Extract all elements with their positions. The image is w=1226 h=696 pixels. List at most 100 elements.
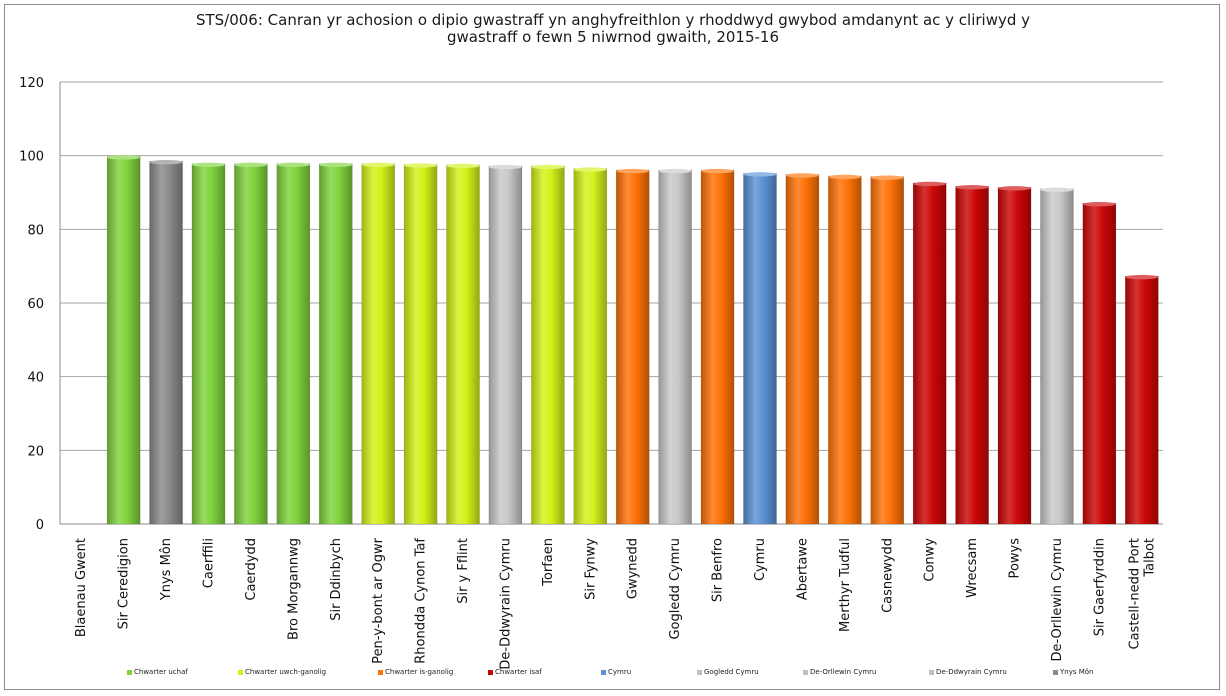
x-tick-label: Ynys Môn xyxy=(159,538,174,601)
y-tick-label: 20 xyxy=(27,444,44,459)
x-tick-label: Abertawe xyxy=(795,538,810,600)
x-tick-label: Cymru xyxy=(753,538,768,581)
y-tick-label: 80 xyxy=(27,223,44,238)
bar xyxy=(318,163,353,525)
bar xyxy=(488,165,523,525)
bar xyxy=(700,169,735,525)
chart-title: STS/006: Canran yr achosion o dipio gwas… xyxy=(0,12,1226,46)
x-tick-label: Wrecsam xyxy=(965,538,980,598)
bar-cap xyxy=(319,162,353,167)
bar xyxy=(955,185,989,525)
legend-swatch xyxy=(929,669,934,675)
y-tick-label: 40 xyxy=(27,371,44,386)
bar-cap xyxy=(488,164,522,170)
legend-label: Chwarter uchaf xyxy=(134,668,188,676)
bar-cap xyxy=(870,175,904,180)
bar-cap xyxy=(191,162,226,167)
bar xyxy=(658,169,692,525)
x-tick-label: Caerffili xyxy=(201,538,216,588)
legend-label: Cymru xyxy=(608,668,632,676)
x-tick-label: Gogledd Cymru xyxy=(668,538,683,640)
bar-cap xyxy=(997,186,1032,191)
bar xyxy=(403,164,438,525)
x-tick-label: Sir Ceredigion xyxy=(117,538,132,629)
legend-item: Cymru xyxy=(601,668,631,676)
legend-item: Chwarter uwch-ganolig xyxy=(238,668,326,676)
legend-swatch xyxy=(238,669,243,675)
bar-cap xyxy=(955,185,989,190)
legend-swatch xyxy=(601,669,606,675)
legend-label: De-Orllewin Cymru xyxy=(810,668,877,676)
bar xyxy=(827,175,862,525)
legend-swatch xyxy=(1053,669,1058,675)
legend-item: Chwarter is-ganolig xyxy=(378,668,453,676)
x-tick-label: De-Orllewin Cymru xyxy=(1050,538,1065,662)
bar-cap xyxy=(1125,274,1159,280)
legend-swatch xyxy=(697,669,702,675)
x-tick-label: Bro Morgannwg xyxy=(286,538,301,640)
x-tick-label: Torfaen xyxy=(541,538,556,587)
x-axis: Blaenau Gwent Sir Ceredigion Ynys Môn Caerf… xyxy=(74,537,1157,669)
legend-swatch xyxy=(488,669,493,675)
bar xyxy=(276,163,311,525)
bar xyxy=(191,163,226,525)
chart-title-line2: gwastraff o fewn 5 niwrnod gwaith, 2015-… xyxy=(446,28,779,46)
legend-item: Gogledd Cymru xyxy=(697,668,759,676)
x-tick-label: Pen-y-bont ar Ogwr xyxy=(371,537,386,663)
bar xyxy=(106,156,141,525)
legend-label: Gogledd Cymru xyxy=(704,668,759,676)
bar xyxy=(785,174,820,525)
bar-cap xyxy=(404,163,438,168)
x-tick-label: Caerdydd xyxy=(244,538,259,601)
bar xyxy=(149,160,183,525)
x-tick-label: Talbot xyxy=(1142,538,1157,578)
x-tick-label: Rhondda Cynon Taf xyxy=(414,538,429,664)
bar xyxy=(573,168,608,525)
legend-label: Chwarter isaf xyxy=(495,668,542,676)
y-tick-label: 100 xyxy=(19,150,44,165)
x-tick-label: Powys xyxy=(1008,538,1023,579)
legend-item: Ynys Môn xyxy=(1053,668,1094,676)
bar-cap xyxy=(276,162,310,167)
x-tick-label: Castell-nedd Port xyxy=(1127,538,1142,649)
chart-title-line1: STS/006: Canran yr achosion o dipio gwas… xyxy=(195,11,1031,29)
bars xyxy=(106,155,1159,525)
bar-cap xyxy=(743,172,777,177)
y-axis: 0 20 40 60 80 100 120 xyxy=(19,76,61,533)
bar xyxy=(531,165,565,525)
bar xyxy=(446,164,480,525)
bar-cap xyxy=(913,181,947,187)
bar-cap xyxy=(234,162,268,167)
legend-item: Chwarter isaf xyxy=(488,668,542,676)
bar-cap xyxy=(701,168,735,174)
bar xyxy=(870,176,905,525)
legend-swatch xyxy=(803,669,808,675)
gridlines xyxy=(60,81,1163,525)
bar xyxy=(234,163,268,525)
bar xyxy=(997,187,1032,525)
y-tick-label: 0 xyxy=(36,518,44,533)
x-tick-label: Gwynedd xyxy=(626,538,641,599)
legend-item: Chwarter uchaf xyxy=(127,668,188,676)
bar xyxy=(1124,275,1159,525)
x-tick-label: Sir y Fflint xyxy=(456,538,471,604)
legend-item: De-Ddwyrain Cymru xyxy=(929,668,1007,676)
x-tick-label: Sir Benfro xyxy=(711,538,726,602)
legend-label: De-Ddwyrain Cymru xyxy=(936,668,1007,676)
x-tick-label: Casnewydd xyxy=(880,538,895,613)
bar-cap xyxy=(531,164,565,170)
bar xyxy=(361,163,396,525)
bar-cap xyxy=(446,163,480,169)
bar-cap xyxy=(1040,187,1074,193)
chart-legend: Chwarter uchaf Chwarter uwch-ganolig Chwar… xyxy=(0,668,1226,682)
bar-cap xyxy=(658,168,692,174)
x-tick-label: Sir Ddinbych xyxy=(329,538,344,621)
x-tick-label: De-Ddwyrain Cymru xyxy=(498,538,513,670)
y-tick-label: 60 xyxy=(27,297,44,312)
bar-cap xyxy=(828,174,862,180)
legend-label: Ynys Môn xyxy=(1060,668,1094,676)
legend-label: Chwarter uwch-ganolig xyxy=(245,668,327,676)
bar-cap xyxy=(1082,201,1116,207)
bar xyxy=(1082,202,1117,525)
